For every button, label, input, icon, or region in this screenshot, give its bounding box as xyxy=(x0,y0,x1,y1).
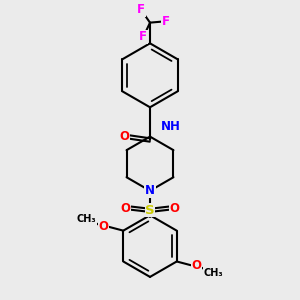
Text: O: O xyxy=(121,202,130,214)
Text: O: O xyxy=(120,130,130,143)
Text: S: S xyxy=(145,204,155,217)
Text: CH₃: CH₃ xyxy=(76,214,96,224)
Text: F: F xyxy=(139,31,147,44)
Text: F: F xyxy=(137,3,145,16)
Text: O: O xyxy=(99,220,109,233)
Text: O: O xyxy=(169,202,179,214)
Text: NH: NH xyxy=(160,120,180,133)
Text: F: F xyxy=(162,15,170,28)
Text: CH₃: CH₃ xyxy=(204,268,224,278)
Text: N: N xyxy=(145,184,155,197)
Text: O: O xyxy=(191,259,201,272)
